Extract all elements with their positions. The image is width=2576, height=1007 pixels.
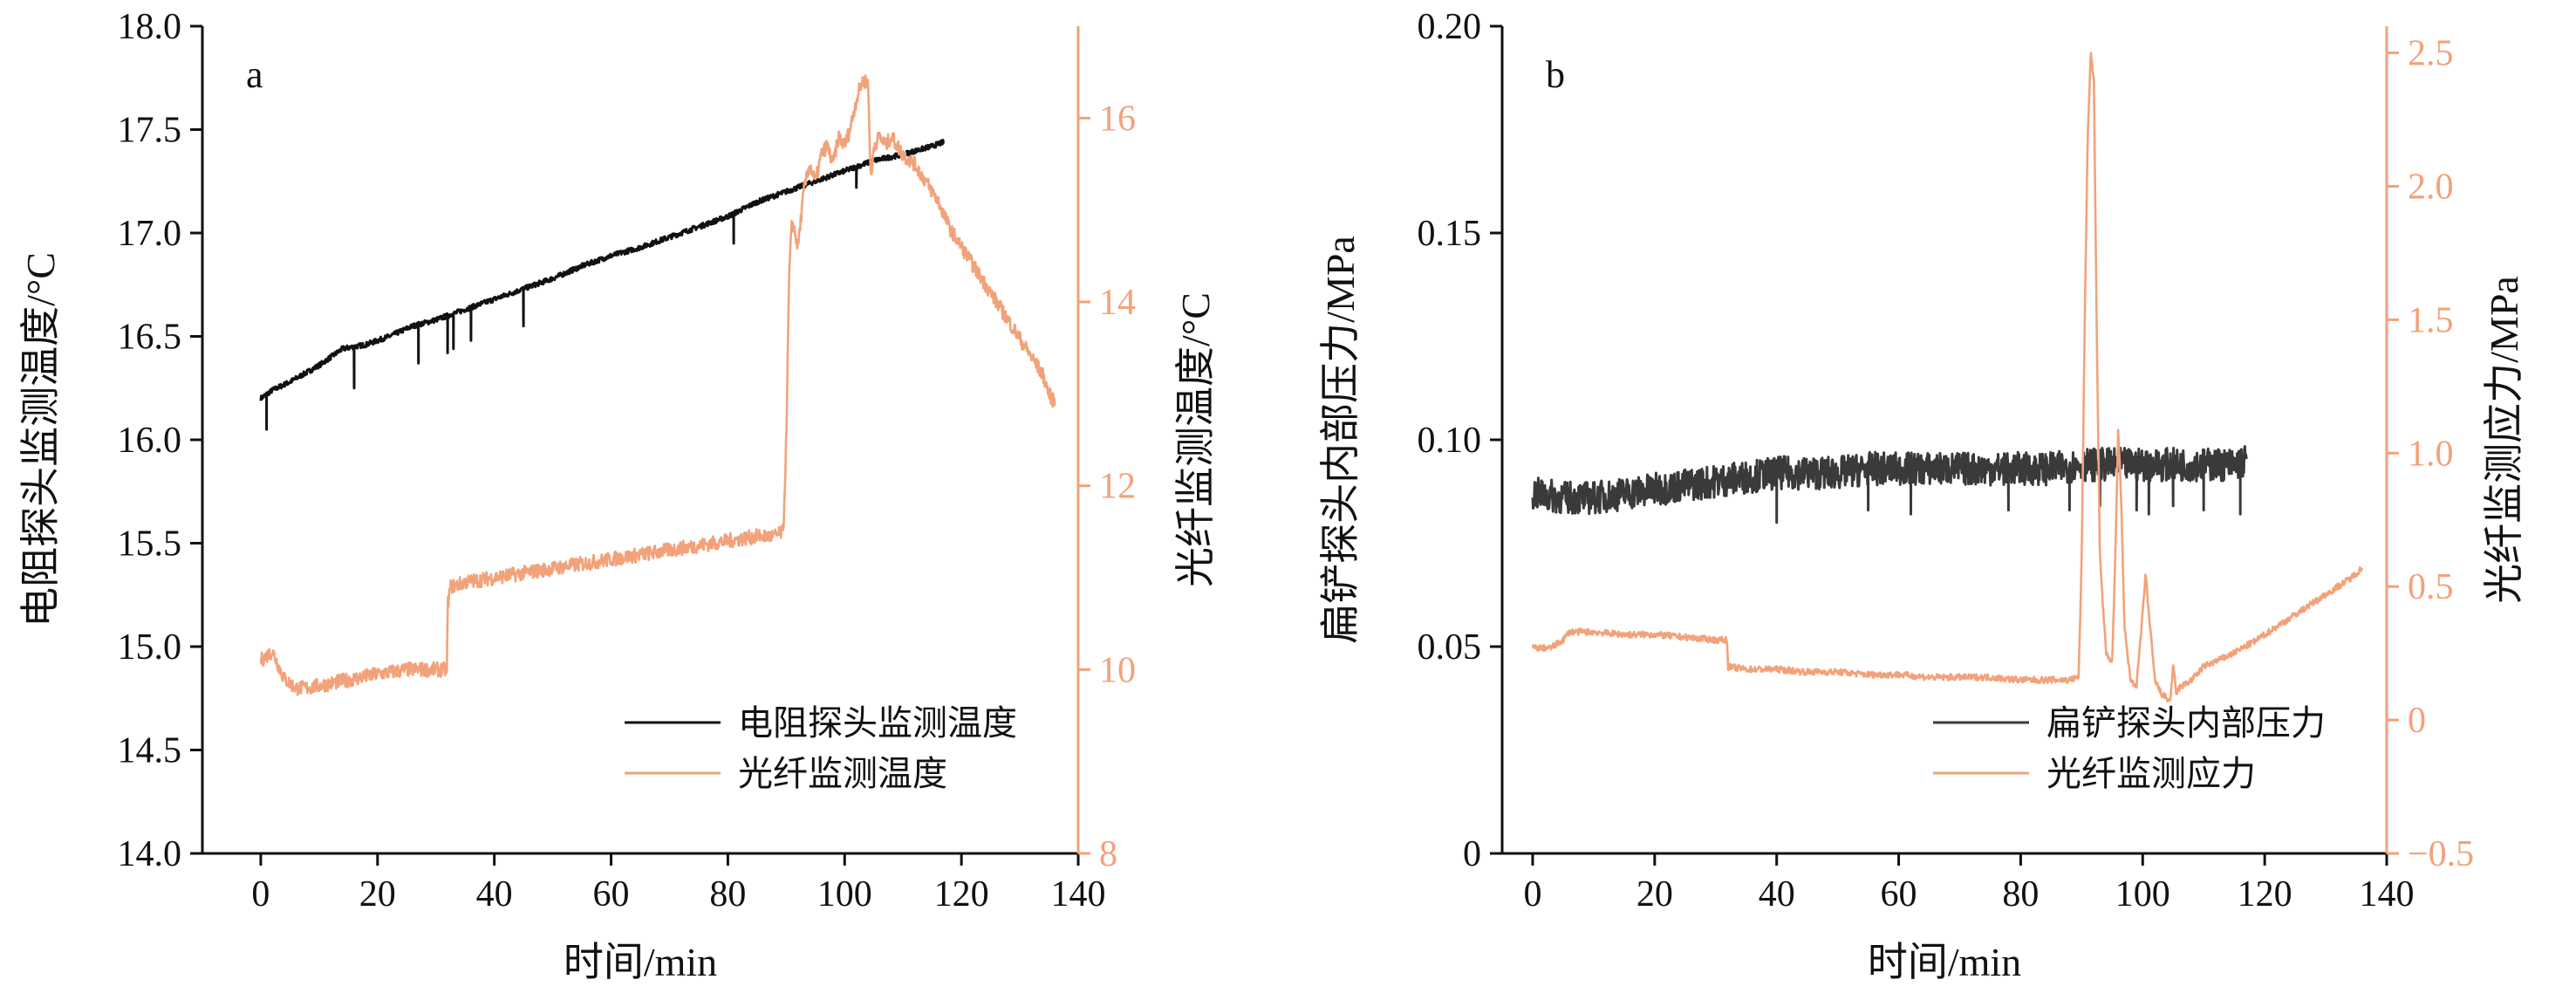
panel-label: a	[246, 53, 263, 96]
y-left-tick-label: 0.05	[1418, 627, 1482, 668]
y-left-tick-label: 17.0	[118, 214, 182, 254]
x-axis-title: 时间/min	[1868, 940, 2021, 984]
y-right-axis-title: 光纤监测应力/MPa	[2482, 276, 2526, 604]
y-right-axis-title: 光纤监测温度/°C	[1173, 292, 1218, 587]
x-tick-label: 80	[2002, 874, 2039, 915]
y-left-tick-label: 0.20	[1418, 7, 1482, 47]
y-left-tick-label: 0.10	[1418, 421, 1482, 461]
x-tick-label: 140	[1051, 874, 1106, 915]
x-tick-label: 140	[2360, 874, 2415, 915]
y-left-tick-label: 18.0	[118, 7, 182, 47]
y-left-tick-label: 16.5	[118, 318, 182, 358]
y-right-tick-label: 8	[1099, 834, 1117, 874]
y-left-tick-label: 14.5	[118, 731, 182, 771]
y-right-tick-label: 16	[1099, 99, 1136, 139]
y-right-tick-label: 2.5	[2408, 34, 2454, 74]
y-right-tick-label: 0	[2408, 701, 2426, 741]
x-tick-label: 40	[1759, 874, 1795, 915]
panel-a: 0 20 40 60 80 100 120 140 14.0 14.5 15.0 15.5 16.0 16…	[18, 7, 1218, 984]
x-tick-label: 120	[2238, 874, 2292, 915]
x-tick-label: 40	[476, 874, 513, 915]
y-left-axis-title: 电阻探头监测温度/°C	[18, 252, 63, 627]
y-right-tick-label: 2.0	[2408, 167, 2454, 207]
y-right-tick-label: 14	[1099, 283, 1136, 323]
legend-label-2: 光纤监测应力	[2046, 754, 2256, 794]
x-tick-label: 80	[709, 874, 746, 915]
y-left-axis-title: 扁铲探头内部压力/MPa	[1318, 236, 1363, 644]
y-left-tick-label: 0	[1463, 834, 1481, 874]
series-line-2	[1531, 51, 2364, 702]
y-right-tick-label: 1.0	[2408, 434, 2454, 474]
y-right-tick-label: 1.5	[2408, 300, 2454, 340]
y-left-tick-label: 17.5	[118, 111, 182, 151]
x-tick-label: 60	[1881, 874, 1917, 915]
y-left-tick-label: 15.5	[118, 524, 182, 565]
y-right-tick-label: 12	[1099, 467, 1136, 507]
y-left-tick-label: 15.0	[118, 627, 182, 668]
series-line-2	[259, 74, 1056, 696]
y-right-tick-label: −0.5	[2408, 834, 2474, 874]
series-line-1	[1531, 445, 2248, 524]
x-tick-label: 100	[2115, 874, 2170, 915]
x-axis-title: 时间/min	[564, 940, 717, 984]
y-left-tick-label: 14.0	[118, 834, 182, 874]
y-right-tick-label: 0.5	[2408, 567, 2454, 607]
y-right-tick-label: 10	[1099, 650, 1136, 690]
x-tick-label: 0	[251, 874, 270, 915]
y-left-tick-label: 0.15	[1418, 214, 1482, 254]
series-line-1	[259, 139, 946, 431]
x-tick-label: 100	[817, 874, 872, 915]
x-tick-label: 20	[359, 874, 396, 915]
legend-label-1: 电阻探头监测温度	[738, 703, 1017, 743]
x-tick-label: 0	[1523, 874, 1541, 915]
x-tick-label: 20	[1636, 874, 1673, 915]
x-tick-label: 120	[934, 874, 989, 915]
y-left-tick-label: 16.0	[118, 421, 182, 461]
panel-b: 0 20 40 60 80 100 120 140 0 0.05 0.10 0.15 0.20 −0.5 0…	[1318, 7, 2526, 984]
panel-label: b	[1546, 53, 1565, 96]
legend-label-1: 扁铲探头内部压力	[2046, 703, 2326, 743]
x-tick-label: 60	[593, 874, 630, 915]
legend-label-2: 光纤监测温度	[738, 754, 947, 794]
